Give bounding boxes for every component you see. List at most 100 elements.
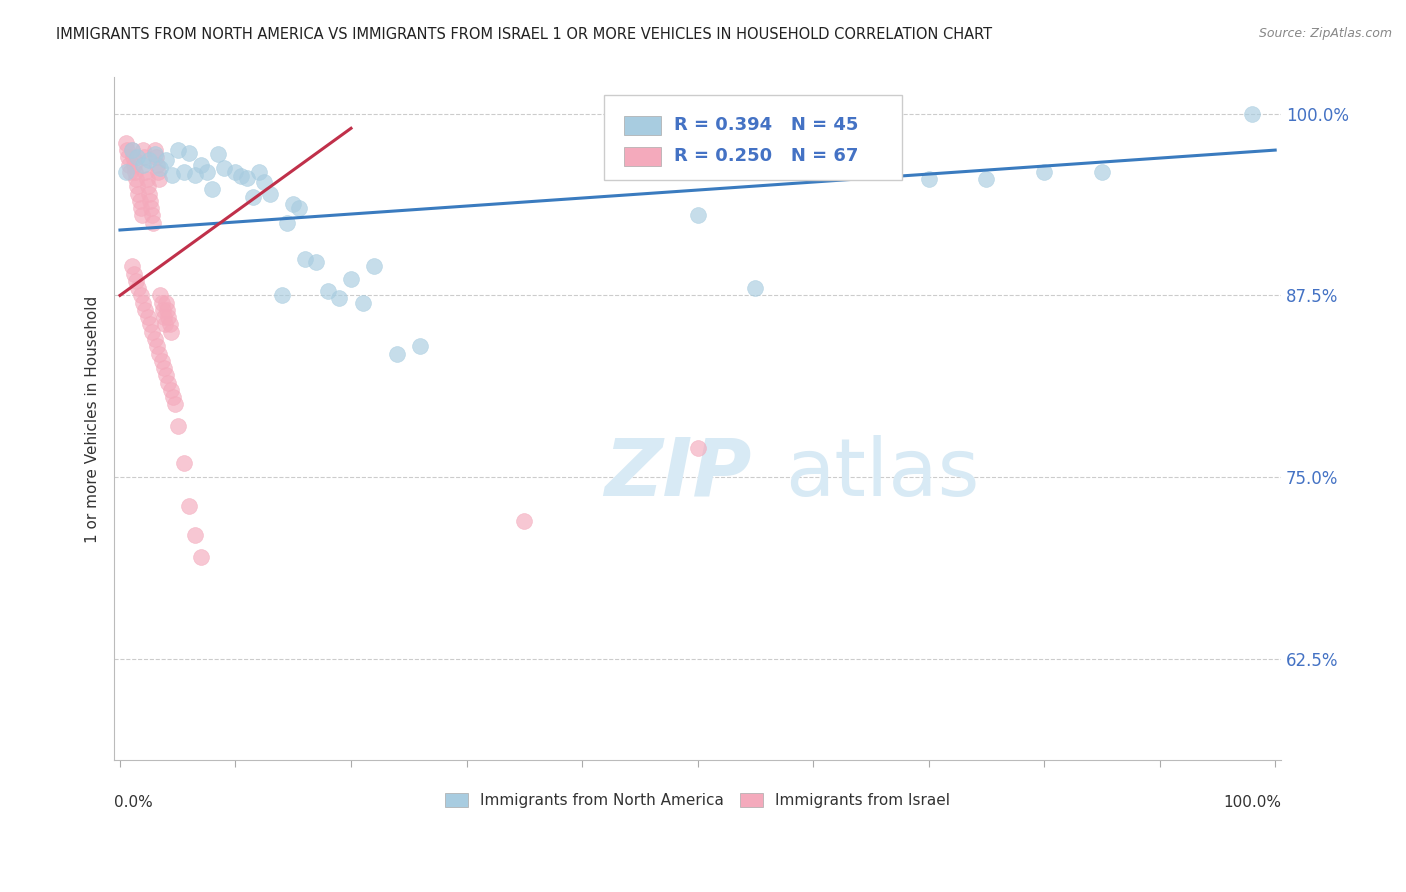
Point [136, 310, 159, 325]
Point [134, 150, 156, 164]
Point [305, 255, 328, 269]
Point [139, 194, 162, 208]
Point [363, 260, 385, 274]
Text: Source: ZipAtlas.com: Source: ZipAtlas.com [1258, 27, 1392, 40]
Point [294, 252, 316, 266]
Point [118, 158, 141, 172]
Point [141, 209, 163, 223]
Point [120, 165, 142, 179]
Point [127, 281, 149, 295]
Point [122, 267, 145, 281]
Point [114, 165, 136, 179]
Point [155, 368, 177, 383]
Point [155, 295, 177, 310]
Point [128, 194, 150, 208]
Point [153, 318, 176, 332]
Point [150, 353, 173, 368]
Point [157, 376, 180, 390]
Point [744, 281, 766, 295]
Point [114, 136, 136, 150]
Point [159, 325, 181, 339]
Point [131, 209, 153, 223]
Point [686, 441, 709, 455]
Text: atlas: atlas [785, 434, 980, 513]
Point [136, 179, 159, 194]
Point [195, 165, 218, 179]
Point [141, 201, 163, 215]
Point [146, 158, 169, 172]
Point [184, 168, 207, 182]
Point [127, 186, 149, 201]
Point [352, 295, 374, 310]
Point [162, 390, 184, 404]
Point [122, 158, 145, 172]
Point [259, 186, 281, 201]
Point [190, 158, 212, 172]
Point [153, 310, 176, 325]
FancyBboxPatch shape [605, 95, 901, 180]
Point [686, 209, 709, 223]
Point [152, 302, 174, 317]
FancyBboxPatch shape [624, 116, 661, 136]
Point [127, 150, 149, 164]
Point [145, 150, 167, 164]
Y-axis label: 1 or more Vehicles in Household: 1 or more Vehicles in Household [86, 295, 100, 542]
Point [135, 172, 157, 186]
Point [173, 165, 195, 179]
Point [173, 456, 195, 470]
Point [148, 172, 170, 186]
Point [207, 147, 229, 161]
Point [139, 318, 162, 332]
Point [127, 179, 149, 194]
Point [288, 201, 311, 215]
Point [184, 528, 207, 542]
Point [179, 146, 201, 161]
Point [142, 216, 165, 230]
Point [146, 339, 169, 353]
Point [143, 147, 166, 161]
Point [138, 153, 160, 168]
Point [166, 419, 188, 434]
Point [124, 165, 146, 179]
Point [409, 339, 432, 353]
Point [153, 361, 176, 376]
Point [247, 165, 270, 179]
Point [201, 182, 224, 196]
Text: IMMIGRANTS FROM NORTH AMERICA VS IMMIGRANTS FROM ISRAEL 1 OR MORE VEHICLES IN HO: IMMIGRANTS FROM NORTH AMERICA VS IMMIGRA… [56, 27, 993, 42]
Point [917, 172, 939, 186]
Text: 100.0%: 100.0% [1223, 795, 1281, 810]
Point [143, 332, 166, 346]
Point [121, 260, 143, 274]
Point [179, 499, 201, 513]
Point [212, 161, 235, 175]
Point [132, 143, 155, 157]
Legend: Immigrants from North America, Immigrants from Israel: Immigrants from North America, Immigrant… [439, 787, 956, 814]
Point [270, 288, 292, 302]
Point [132, 158, 155, 172]
Point [159, 318, 181, 332]
Point [138, 186, 160, 201]
Point [150, 295, 173, 310]
Point [276, 216, 298, 230]
Point [121, 150, 143, 164]
Point [134, 165, 156, 179]
Point [340, 272, 363, 286]
Point [129, 201, 152, 215]
Point [316, 284, 339, 298]
Point [134, 302, 156, 317]
Point [143, 143, 166, 157]
Point [115, 143, 138, 157]
Point [117, 150, 139, 164]
Text: 0.0%: 0.0% [114, 795, 153, 810]
Point [166, 143, 188, 157]
Point [513, 514, 536, 528]
Point [125, 172, 148, 186]
Point [165, 397, 187, 411]
Text: R = 0.394   N = 45: R = 0.394 N = 45 [675, 116, 859, 135]
Text: R = 0.250   N = 67: R = 0.250 N = 67 [675, 147, 859, 165]
Point [253, 175, 276, 189]
Point [1091, 165, 1114, 179]
Point [159, 383, 181, 397]
Point [387, 346, 409, 360]
Point [146, 165, 169, 179]
